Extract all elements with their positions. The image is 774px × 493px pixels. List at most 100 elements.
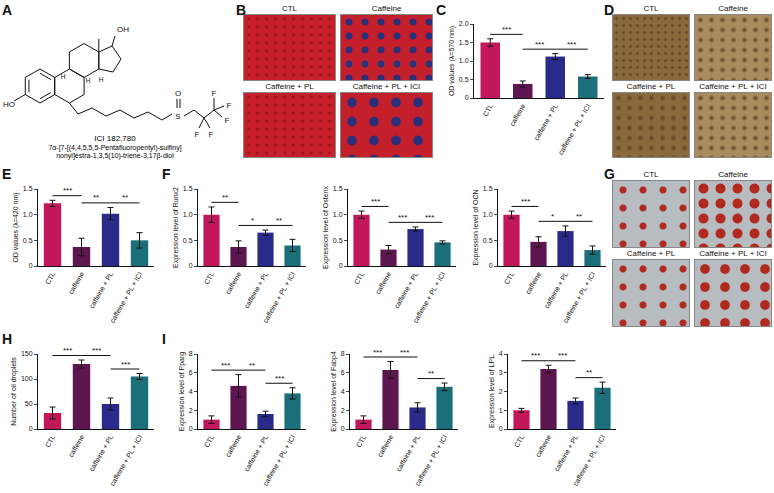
svg-text:caffeine + PL: caffeine + PL bbox=[88, 271, 115, 310]
svg-text:2.0: 2.0 bbox=[459, 20, 469, 27]
svg-text:1: 1 bbox=[499, 407, 503, 414]
svg-text:1.5: 1.5 bbox=[333, 185, 343, 192]
svg-text:caffeine + PL: caffeine + PL bbox=[243, 271, 270, 310]
svg-text:***: *** bbox=[398, 213, 407, 222]
svg-text:caffeine + PL + ICI: caffeine + PL + ICI bbox=[262, 434, 297, 487]
svg-text:H: H bbox=[86, 77, 91, 84]
svg-text:150: 150 bbox=[21, 350, 33, 357]
svg-text:caffeine + PL: caffeine + PL bbox=[543, 271, 570, 310]
svg-text:caffeine: caffeine bbox=[224, 271, 242, 296]
svg-text:**: ** bbox=[276, 216, 282, 225]
svg-text:2: 2 bbox=[189, 407, 193, 414]
svg-text:***: *** bbox=[63, 186, 72, 195]
svg-text:caffeine: caffeine bbox=[67, 434, 85, 459]
svg-text:4: 4 bbox=[499, 350, 503, 357]
svg-text:CTL: CTL bbox=[203, 434, 216, 449]
svg-text:caffeine: caffeine bbox=[67, 271, 85, 296]
svg-text:Number of oil droplets: Number of oil droplets bbox=[10, 357, 18, 426]
svg-text:1.0: 1.0 bbox=[183, 211, 193, 218]
svg-text:***: *** bbox=[535, 40, 544, 49]
svg-text:nonyl]estra-1,3,5(10)-triene-3: nonyl]estra-1,3,5(10)-triene-3,17β-diol bbox=[56, 152, 174, 160]
svg-text:1.5: 1.5 bbox=[23, 185, 33, 192]
svg-text:S: S bbox=[175, 112, 180, 121]
svg-text:caffeine + PL: caffeine + PL bbox=[243, 434, 270, 473]
svg-text:OD values (λ=570 nm): OD values (λ=570 nm) bbox=[448, 26, 456, 96]
svg-text:CTL: CTL bbox=[44, 434, 57, 449]
svg-text:**: ** bbox=[222, 193, 228, 202]
svg-text:O: O bbox=[175, 89, 181, 98]
svg-text:CTL: CTL bbox=[353, 271, 366, 286]
svg-text:0: 0 bbox=[189, 262, 193, 269]
svg-text:Expression level of Runx2: Expression level of Runx2 bbox=[172, 187, 180, 268]
svg-text:***: *** bbox=[121, 360, 130, 369]
svg-text:1.5: 1.5 bbox=[183, 185, 193, 192]
svg-text:caffeine: caffeine bbox=[374, 271, 392, 296]
svg-text:6: 6 bbox=[341, 369, 345, 376]
svg-text:Expression level of Osterix: Expression level of Osterix bbox=[322, 186, 330, 269]
svg-text:Expression level of Fabp4: Expression level of Fabp4 bbox=[330, 351, 338, 432]
svg-text:**: ** bbox=[586, 368, 592, 377]
svg-text:1.5: 1.5 bbox=[483, 185, 493, 192]
svg-text:F: F bbox=[225, 116, 230, 125]
svg-text:***: *** bbox=[221, 361, 230, 370]
svg-text:CTL: CTL bbox=[513, 434, 526, 449]
svg-text:caffeine + PL + ICI: caffeine + PL + ICI bbox=[109, 434, 144, 487]
svg-text:4: 4 bbox=[189, 388, 193, 395]
svg-text:0.5: 0.5 bbox=[23, 237, 33, 244]
svg-text:**: ** bbox=[93, 193, 99, 202]
svg-text:4: 4 bbox=[341, 388, 345, 395]
svg-text:Expression level of LPL: Expression level of LPL bbox=[488, 355, 496, 428]
svg-text:caffeine + PL: caffeine + PL bbox=[393, 271, 420, 310]
svg-text:0: 0 bbox=[489, 262, 493, 269]
svg-text:F: F bbox=[227, 101, 232, 110]
svg-text:caffeine: caffeine bbox=[524, 271, 542, 296]
svg-text:caffeine: caffeine bbox=[376, 434, 394, 459]
svg-text:caffeine + PL + ICI: caffeine + PL + ICI bbox=[412, 271, 447, 324]
svg-text:CTL: CTL bbox=[481, 103, 494, 118]
svg-text:caffeine + PL: caffeine + PL bbox=[395, 434, 422, 473]
svg-text:***: *** bbox=[371, 197, 380, 206]
svg-text:caffeine + PL: caffeine + PL bbox=[88, 434, 115, 473]
svg-text:1.0: 1.0 bbox=[333, 211, 343, 218]
svg-text:CTL: CTL bbox=[503, 271, 516, 286]
svg-text:***: *** bbox=[425, 213, 434, 222]
svg-text:*: * bbox=[251, 216, 254, 225]
svg-text:caffeine + PL + ICI: caffeine + PL + ICI bbox=[572, 434, 607, 487]
svg-text:0: 0 bbox=[29, 262, 33, 269]
svg-text:0: 0 bbox=[189, 425, 193, 432]
svg-text:***: *** bbox=[63, 346, 72, 355]
svg-text:**: ** bbox=[249, 361, 255, 370]
svg-text:0: 0 bbox=[465, 94, 469, 101]
svg-text:caffeine + PL + ICI: caffeine + PL + ICI bbox=[557, 103, 592, 156]
svg-text:1.5: 1.5 bbox=[459, 39, 469, 46]
svg-text:**: ** bbox=[576, 212, 582, 221]
svg-text:***: *** bbox=[521, 197, 530, 206]
svg-text:caffeine + PL: caffeine + PL bbox=[553, 434, 580, 473]
svg-text:0: 0 bbox=[341, 425, 345, 432]
svg-text:6: 6 bbox=[189, 369, 193, 376]
svg-text:0: 0 bbox=[339, 262, 343, 269]
svg-text:CTL: CTL bbox=[203, 271, 216, 286]
svg-text:50: 50 bbox=[25, 400, 33, 407]
svg-text:0.5: 0.5 bbox=[183, 237, 193, 244]
svg-text:H: H bbox=[99, 76, 104, 83]
svg-text:caffeine: caffeine bbox=[508, 103, 526, 128]
svg-text:0.5: 0.5 bbox=[483, 237, 493, 244]
svg-text:caffeine: caffeine bbox=[224, 434, 242, 459]
svg-text:2: 2 bbox=[341, 407, 345, 414]
svg-text:8: 8 bbox=[341, 350, 345, 357]
svg-text:caffeine + PL + ICI: caffeine + PL + ICI bbox=[109, 271, 144, 324]
svg-text:0: 0 bbox=[499, 425, 503, 432]
svg-text:caffeine + PL + ICI: caffeine + PL + ICI bbox=[414, 434, 449, 487]
svg-text:1.0: 1.0 bbox=[23, 211, 33, 218]
svg-text:***: *** bbox=[567, 40, 576, 49]
svg-text:caffeine + PL + ICI: caffeine + PL + ICI bbox=[262, 271, 297, 324]
svg-text:0.5: 0.5 bbox=[459, 76, 469, 83]
svg-text:OD values (λ=420 nm): OD values (λ=420 nm) bbox=[12, 192, 20, 262]
svg-text:F: F bbox=[195, 130, 200, 139]
svg-text:100: 100 bbox=[21, 375, 33, 382]
svg-text:caffeine + PL: caffeine + PL bbox=[533, 103, 560, 142]
svg-text:caffeine + PL + ICI: caffeine + PL + ICI bbox=[562, 271, 597, 324]
svg-text:3: 3 bbox=[499, 369, 503, 376]
svg-text:ICI 182,780: ICI 182,780 bbox=[94, 134, 136, 143]
